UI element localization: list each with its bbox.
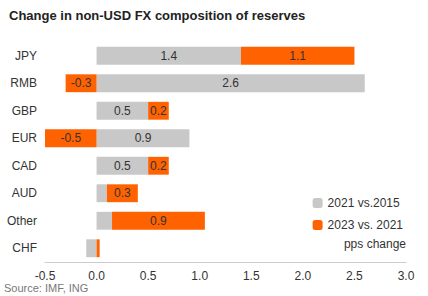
svg-text:-0.5: -0.5 [60,131,81,145]
svg-text:0.3: 0.3 [114,186,131,200]
svg-text:-0.5: -0.5 [35,269,56,283]
svg-text:Other: Other [7,214,37,228]
svg-text:Change in non-USD FX compositi: Change in non-USD FX composition of rese… [9,8,305,23]
svg-text:CHF: CHF [12,241,37,255]
svg-text:pps change: pps change [344,237,406,251]
svg-text:0.2: 0.2 [150,159,167,173]
svg-text:2.6: 2.6 [222,76,239,90]
svg-text:0.9: 0.9 [150,214,167,228]
svg-text:1.1: 1.1 [289,49,306,63]
svg-text:-0.3: -0.3 [71,76,92,90]
svg-text:RMB: RMB [10,76,37,90]
svg-text:1.4: 1.4 [160,49,177,63]
svg-text:AUD: AUD [12,186,38,200]
svg-text:0.9: 0.9 [135,131,152,145]
svg-text:0.5: 0.5 [114,159,131,173]
svg-text:CAD: CAD [12,159,38,173]
svg-text:JPY: JPY [15,49,37,63]
svg-text:2.0: 2.0 [295,269,312,283]
svg-text:0.0: 0.0 [88,269,105,283]
svg-text:2.5: 2.5 [346,269,363,283]
svg-text:2021 vs.2015: 2021 vs.2015 [328,196,400,210]
svg-text:3.0: 3.0 [398,269,415,283]
svg-text:1.0: 1.0 [191,269,208,283]
svg-text:EUR: EUR [12,131,38,145]
svg-text:GBP: GBP [12,104,37,118]
svg-text:Source: IMF, ING: Source: IMF, ING [4,282,88,294]
svg-text:1.5: 1.5 [243,269,260,283]
svg-text:0.5: 0.5 [140,269,157,283]
svg-text:0.5: 0.5 [114,104,131,118]
svg-text:2023 vs. 2021: 2023 vs. 2021 [328,218,404,232]
svg-text:0.2: 0.2 [150,104,167,118]
